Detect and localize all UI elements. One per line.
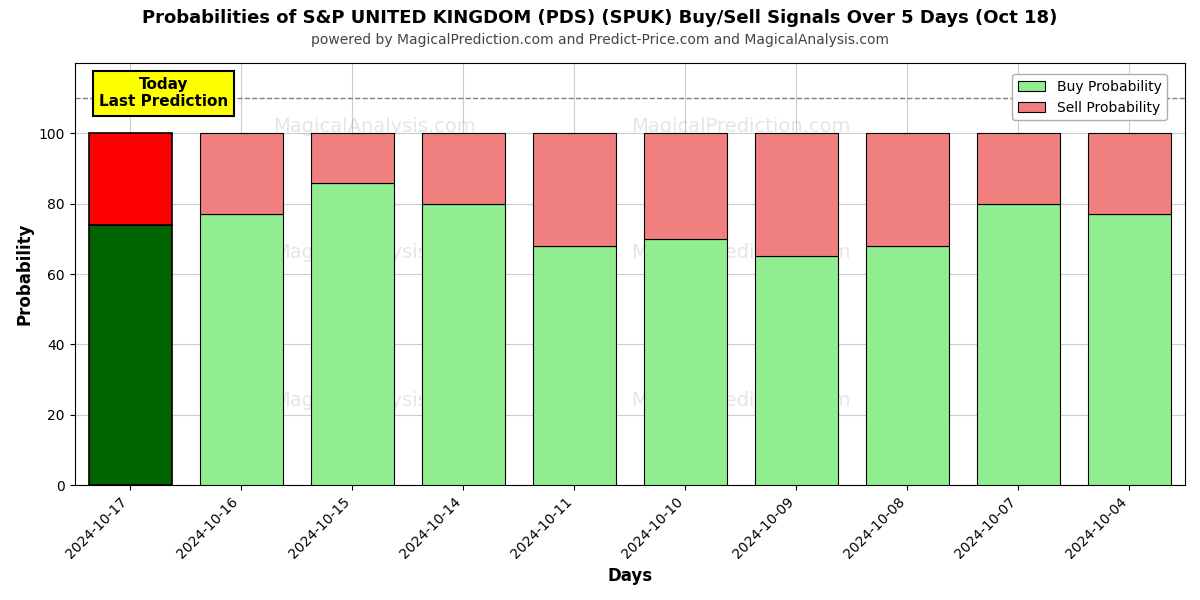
- Text: MagicalAnalysis.com: MagicalAnalysis.com: [274, 244, 476, 262]
- Text: powered by MagicalPrediction.com and Predict-Price.com and MagicalAnalysis.com: powered by MagicalPrediction.com and Pre…: [311, 33, 889, 47]
- Bar: [421, 133, 505, 204]
- Text: MagicalPrediction.com: MagicalPrediction.com: [631, 117, 851, 136]
- Bar: [199, 214, 283, 485]
- Bar: [755, 256, 838, 485]
- Bar: [1088, 214, 1171, 485]
- Text: MagicalAnalysis.com: MagicalAnalysis.com: [274, 391, 476, 410]
- X-axis label: Days: Days: [607, 567, 653, 585]
- Bar: [311, 182, 394, 485]
- Bar: [865, 133, 949, 246]
- Bar: [643, 239, 727, 485]
- Bar: [643, 133, 727, 239]
- Bar: [311, 133, 394, 182]
- Bar: [533, 133, 616, 246]
- Text: Today
Last Prediction: Today Last Prediction: [98, 77, 228, 109]
- Bar: [199, 133, 283, 214]
- Bar: [89, 133, 172, 225]
- Text: MagicalPrediction.com: MagicalPrediction.com: [631, 391, 851, 410]
- Bar: [977, 133, 1060, 204]
- Text: MagicalAnalysis.com: MagicalAnalysis.com: [274, 117, 476, 136]
- Bar: [865, 246, 949, 485]
- Bar: [421, 204, 505, 485]
- Bar: [89, 225, 172, 485]
- Bar: [1088, 133, 1171, 214]
- Bar: [533, 246, 616, 485]
- Text: Probabilities of S&P UNITED KINGDOM (PDS) (SPUK) Buy/Sell Signals Over 5 Days (O: Probabilities of S&P UNITED KINGDOM (PDS…: [143, 9, 1057, 27]
- Y-axis label: Probability: Probability: [16, 223, 34, 325]
- Bar: [755, 133, 838, 256]
- Bar: [977, 204, 1060, 485]
- Text: MagicalPrediction.com: MagicalPrediction.com: [631, 244, 851, 262]
- Legend: Buy Probability, Sell Probability: Buy Probability, Sell Probability: [1012, 74, 1166, 120]
